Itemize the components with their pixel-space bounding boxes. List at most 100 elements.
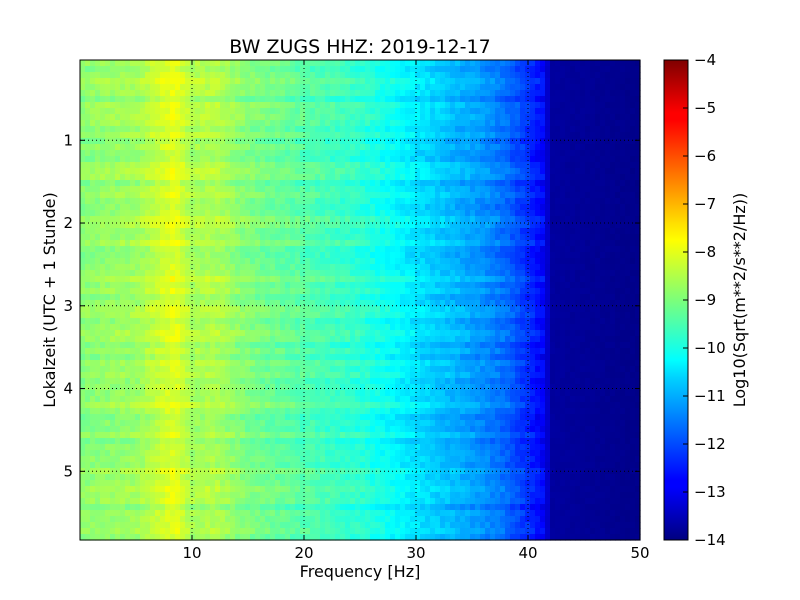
heatmap-cell: [385, 168, 391, 175]
heatmap-cell: [395, 162, 401, 169]
heatmap-cell: [100, 126, 106, 133]
heatmap-cell: [530, 204, 536, 211]
heatmap-cell: [515, 180, 521, 187]
heatmap-cell: [465, 144, 471, 151]
heatmap-cell: [365, 78, 371, 85]
heatmap-cell: [350, 120, 356, 127]
heatmap-cell: [390, 288, 396, 295]
heatmap-cell: [250, 300, 256, 307]
heatmap-cell: [230, 204, 236, 211]
heatmap-cell: [155, 132, 161, 139]
heatmap-cell: [510, 102, 516, 109]
heatmap-cell: [260, 234, 266, 241]
heatmap-cell: [465, 288, 471, 295]
heatmap-cell: [165, 240, 171, 247]
heatmap-cell: [140, 150, 146, 157]
heatmap-cell: [410, 222, 416, 229]
heatmap-cell: [200, 288, 206, 295]
heatmap-cell: [540, 60, 546, 67]
heatmap-cell: [120, 186, 126, 193]
heatmap-cell: [545, 294, 551, 301]
heatmap-cell: [370, 84, 376, 91]
heatmap-cell: [550, 162, 556, 169]
heatmap-cell: [420, 60, 426, 67]
heatmap-cell: [600, 288, 606, 295]
heatmap-cell: [170, 192, 176, 199]
heatmap-cell: [490, 120, 496, 127]
heatmap-cell: [270, 102, 276, 109]
heatmap-cell: [385, 180, 391, 187]
heatmap-cell: [265, 132, 271, 139]
heatmap-cell: [500, 192, 506, 199]
heatmap-cell: [560, 288, 566, 295]
heatmap-cell: [500, 144, 506, 151]
heatmap-cell: [80, 270, 86, 277]
heatmap-cell: [285, 270, 291, 277]
heatmap-cell: [215, 102, 221, 109]
heatmap-cell: [390, 318, 396, 325]
heatmap-cell: [220, 96, 226, 103]
heatmap-cell: [120, 216, 126, 223]
heatmap-cell: [190, 156, 196, 163]
heatmap-cell: [560, 246, 566, 253]
heatmap-cell: [345, 126, 351, 133]
heatmap-cell: [630, 192, 636, 199]
heatmap-cell: [610, 180, 616, 187]
heatmap-cell: [605, 210, 611, 217]
heatmap-cell: [340, 150, 346, 157]
heatmap-cell: [185, 102, 191, 109]
heatmap-cell: [370, 78, 376, 85]
heatmap-cell: [200, 264, 206, 271]
heatmap-cell: [415, 240, 421, 247]
heatmap-cell: [105, 132, 111, 139]
heatmap-cell: [445, 84, 451, 91]
heatmap-cell: [260, 270, 266, 277]
heatmap-cell: [295, 228, 301, 235]
heatmap-cell: [450, 72, 456, 79]
heatmap-cell: [555, 114, 561, 121]
heatmap-cell: [280, 288, 286, 295]
heatmap-cell: [135, 156, 141, 163]
heatmap-cell: [310, 318, 316, 325]
heatmap-cell: [105, 174, 111, 181]
heatmap-cell: [200, 306, 206, 313]
heatmap-cell: [625, 246, 631, 253]
heatmap-cell: [630, 312, 636, 319]
heatmap-cell: [110, 162, 116, 169]
heatmap-cell: [530, 186, 536, 193]
heatmap-cell: [195, 264, 201, 271]
heatmap-cell: [170, 162, 176, 169]
heatmap-cell: [205, 198, 211, 205]
heatmap-cell: [295, 240, 301, 247]
heatmap-cell: [395, 318, 401, 325]
heatmap-cell: [550, 108, 556, 115]
heatmap-cell: [380, 78, 386, 85]
heatmap-cell: [195, 66, 201, 73]
heatmap-cell: [570, 252, 576, 259]
heatmap-cell: [390, 84, 396, 91]
heatmap-cell: [590, 210, 596, 217]
heatmap-cell: [495, 162, 501, 169]
heatmap-cell: [620, 126, 626, 133]
heatmap-cell: [255, 72, 261, 79]
heatmap-cell: [400, 90, 406, 97]
heatmap-cell: [635, 96, 641, 103]
heatmap-cell: [440, 138, 446, 145]
heatmap-cell: [455, 150, 461, 157]
heatmap-cell: [130, 132, 136, 139]
heatmap-cell: [490, 282, 496, 289]
heatmap-cell: [430, 252, 436, 259]
heatmap-cell: [405, 294, 411, 301]
heatmap-cell: [415, 108, 421, 115]
heatmap-cell: [325, 84, 331, 91]
heatmap-cell: [440, 258, 446, 265]
heatmap-cell: [300, 258, 306, 265]
heatmap-cell: [400, 192, 406, 199]
heatmap-cell: [240, 324, 246, 331]
heatmap-cell: [575, 216, 581, 223]
heatmap-cell: [585, 300, 591, 307]
heatmap-cell: [85, 156, 91, 163]
heatmap-cell: [545, 210, 551, 217]
heatmap-cell: [455, 204, 461, 211]
heatmap-cell: [220, 300, 226, 307]
